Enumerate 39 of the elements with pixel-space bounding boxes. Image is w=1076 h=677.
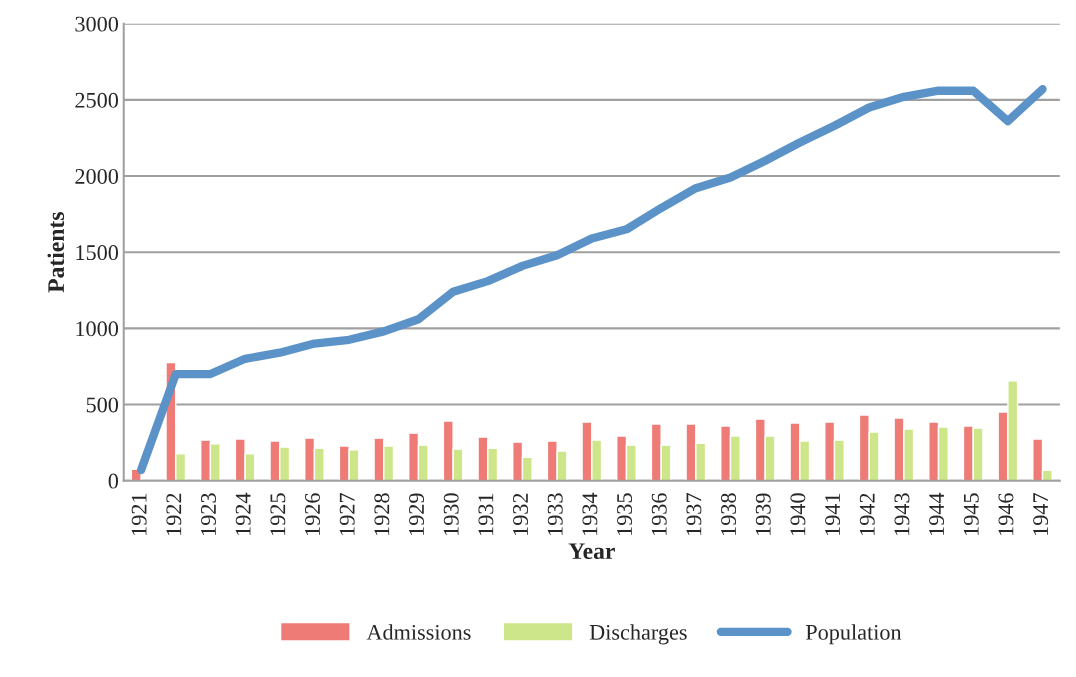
x-tick-label: 1933 [547, 493, 563, 535]
x-tick-label: 1932 [513, 493, 529, 535]
x-tick-label: 1939 [755, 493, 771, 535]
x-tick-label: 1923 [201, 493, 216, 535]
x-tick-label: 1936 [651, 493, 667, 535]
x-tick-label: 1945 [963, 493, 979, 535]
y-tick-label: 1500 [76, 245, 119, 261]
y-tick-label: 1000 [76, 321, 119, 337]
x-tick-label: 1921 [131, 493, 147, 535]
x-tick-label: 1924 [235, 492, 251, 535]
x-tick-label: 1927 [339, 493, 355, 535]
y-tick-label: 2500 [75, 92, 119, 108]
x-tick-label: 1929 [409, 493, 425, 535]
y-tick-label: 500 [86, 397, 119, 413]
y-axis-title: Patients [47, 212, 65, 293]
x-tick-label: 1947 [1033, 493, 1049, 535]
x-tick-label: 1937 [686, 493, 702, 535]
x-tick-label: 1925 [270, 493, 286, 535]
x-tick-label: 1935 [617, 493, 633, 535]
x-tick-label: 1931 [478, 493, 494, 535]
x-tick-label: 1926 [305, 493, 320, 535]
x-tick-label: 1940 [790, 493, 806, 535]
y-tick-label: 3000 [75, 16, 119, 32]
x-tick-label: 1946 [998, 493, 1014, 535]
x-tick-label: 1941 [825, 493, 841, 535]
legend-label: Population [805, 624, 902, 645]
x-tick-label: 1944 [929, 492, 945, 535]
x-tick-label: 1928 [374, 493, 390, 535]
legend-label: Admissions [366, 624, 471, 640]
x-tick-label: 1942 [859, 493, 875, 535]
x-tick-label: 1943 [894, 493, 910, 535]
y-tick-label: 0 [108, 473, 119, 489]
x-axis-title: Year [568, 543, 615, 560]
y-tick-label: 2000 [75, 168, 119, 184]
x-tick-label: 1938 [721, 493, 737, 535]
legend-label: Discharges [589, 624, 687, 645]
x-tick-label: 1930 [443, 493, 459, 535]
x-tick-label: 1934 [582, 492, 598, 535]
x-tick-label: 1922 [166, 493, 182, 535]
